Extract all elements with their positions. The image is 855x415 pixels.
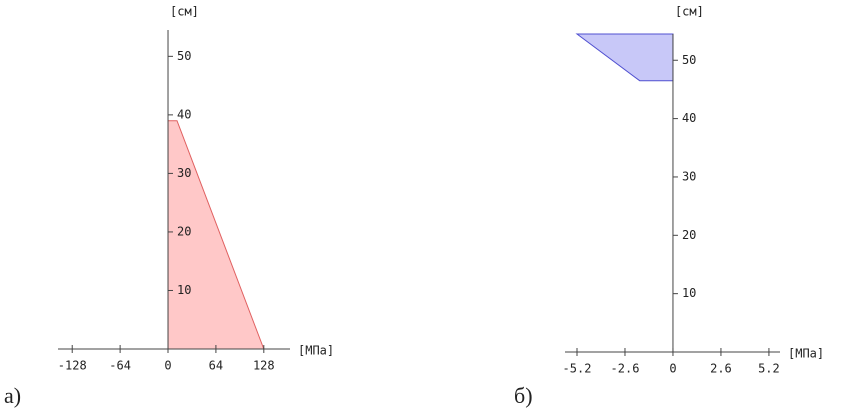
y-axis-label: [см]	[675, 5, 704, 19]
x-tick-label: -2.6	[611, 362, 640, 376]
x-tick-label: 128	[253, 359, 275, 373]
x-tick-label: 0	[669, 362, 676, 376]
x-tick-label: -64	[109, 359, 131, 373]
x-tick-label: -128	[58, 359, 87, 373]
x-axis-label: [МПа]	[298, 344, 334, 358]
x-tick-label: 5.2	[758, 362, 780, 376]
y-tick-label: 30	[177, 166, 191, 180]
x-axis-label: [МПа]	[788, 347, 824, 361]
y-tick-label: 20	[682, 228, 696, 242]
y-axis-label: [см]	[170, 5, 199, 19]
y-tick-label: 40	[682, 111, 696, 125]
y-tick-label: 30	[682, 169, 696, 183]
panel-label: а)	[4, 383, 21, 408]
y-tick-label: 20	[177, 224, 191, 238]
x-tick-label: 64	[209, 359, 223, 373]
y-tick-label: 50	[177, 49, 191, 63]
y-tick-label: 10	[177, 283, 191, 297]
y-tick-label: 50	[682, 53, 696, 67]
panel-label: б)	[514, 383, 533, 408]
stress-area	[575, 33, 674, 82]
x-tick-label: 0	[164, 359, 171, 373]
x-tick-label: 2.6	[710, 362, 732, 376]
y-tick-label: 40	[177, 107, 191, 121]
y-tick-label: 10	[682, 286, 696, 300]
x-tick-label: -5.2	[563, 362, 592, 376]
